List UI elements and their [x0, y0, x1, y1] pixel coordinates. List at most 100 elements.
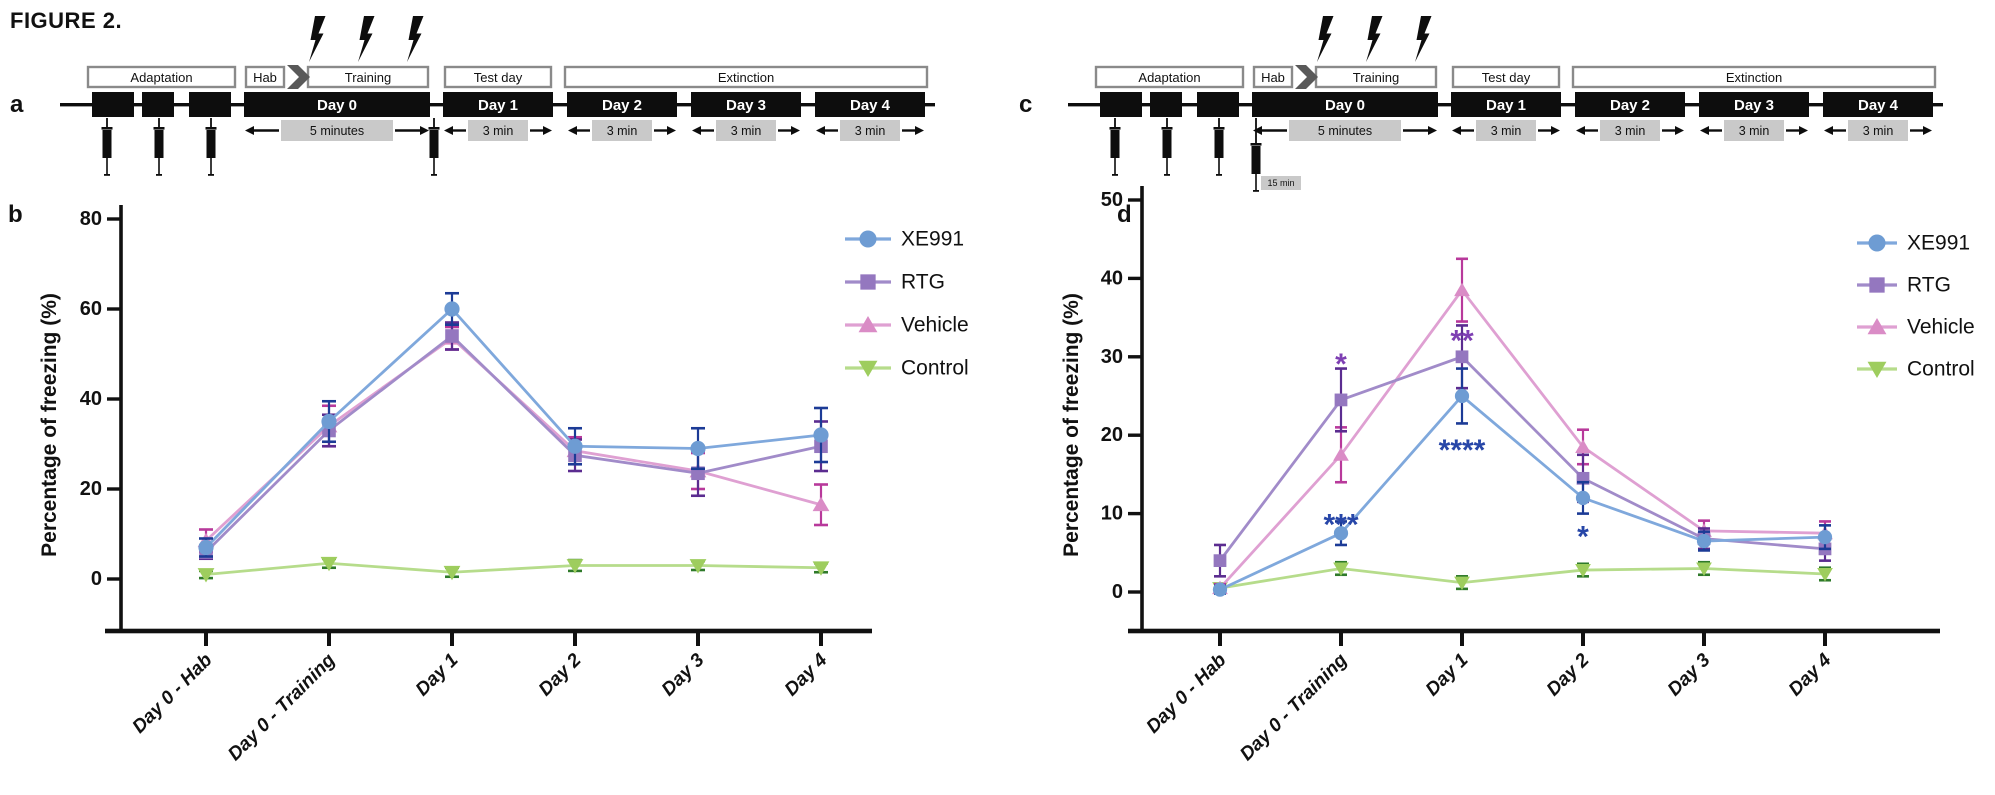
day-bar	[1451, 92, 1561, 117]
phase-test-day-box	[1451, 65, 1561, 89]
data-point-control	[1454, 576, 1470, 591]
lightning-bolt-icon	[358, 16, 375, 62]
syringe-body	[1214, 130, 1224, 158]
data-point-xe991	[198, 539, 214, 556]
legend-label: Control	[901, 357, 969, 380]
data-point-xe991	[1817, 529, 1833, 545]
syringe-body	[429, 130, 439, 158]
legend-item-control: Control	[845, 357, 969, 380]
day-bar	[443, 92, 553, 117]
y-tick	[1128, 433, 1142, 437]
significance-stars: **	[1450, 324, 1474, 357]
data-point-rtg	[445, 329, 459, 343]
day-bar	[1252, 92, 1438, 117]
phase-adaptation-label: Adaptation	[130, 70, 192, 85]
data-point-vehicle	[1333, 447, 1349, 461]
arrowhead-right	[1923, 126, 1932, 135]
data-point-xe991	[690, 440, 706, 457]
panel-letter-d: d	[1117, 201, 1132, 228]
x-tick-label: Day 3	[1664, 649, 1715, 700]
series-line	[1219, 394, 1826, 591]
adaptation-block	[1100, 92, 1142, 117]
legend-item-control: Control	[1857, 358, 1975, 381]
data-point-xe991	[1454, 388, 1470, 404]
arrowhead-left	[1576, 126, 1585, 135]
day-bar	[1823, 92, 1933, 117]
data-point-control	[197, 568, 215, 583]
x-tick-label: Day 0 - Training	[224, 649, 340, 765]
arrowhead-left	[1700, 126, 1709, 135]
day-bar-label: Day 0	[1325, 97, 1365, 114]
series-vehicle	[197, 325, 830, 554]
legend-item-vehicle: Vehicle	[845, 314, 969, 337]
x-tick-label: Day 3	[658, 649, 709, 700]
duration-box	[281, 120, 393, 141]
day-bar	[1699, 92, 1809, 117]
phase-test-day-box	[443, 65, 553, 89]
legend-marker	[859, 230, 877, 248]
phase-hab-label: Hab	[253, 70, 277, 85]
legend-label: Control	[1907, 358, 1975, 381]
duration-box	[1289, 120, 1401, 141]
lightning-bolt-icon	[1415, 16, 1432, 62]
day-bar-label: Day 3	[1734, 97, 1774, 114]
syringe-body	[206, 130, 216, 158]
x-tick	[1218, 633, 1222, 646]
data-point-control	[566, 559, 584, 574]
syringe-plunger	[1255, 118, 1257, 143]
day-bar-label: Day 1	[1486, 97, 1526, 114]
legend-b: XE991 RTG Vehicle Control	[845, 228, 969, 380]
y-axis-line	[119, 205, 123, 631]
phase-hab-box	[1252, 65, 1294, 89]
phase-adaptation-box	[1094, 65, 1245, 89]
duration-label: 3 min	[731, 124, 762, 138]
phase-hab-label: Hab	[1261, 70, 1285, 85]
x-tick-label: Day 0 - Training	[1236, 649, 1352, 765]
data-point-xe991	[1575, 490, 1591, 506]
series-line	[1218, 287, 1826, 590]
duration-label: 3 min	[1491, 124, 1522, 138]
data-point-xe991	[444, 301, 460, 317]
duration-label: 5 minutes	[1318, 124, 1372, 138]
x-tick-label: Day 1	[412, 650, 463, 701]
syringe-tip	[1216, 174, 1222, 176]
data-point-xe991	[1333, 526, 1349, 541]
panel-letter-b: b	[8, 201, 23, 228]
arrowhead-right	[915, 126, 924, 135]
duration-box	[1600, 120, 1660, 141]
x-tick	[1339, 633, 1343, 646]
data-point-control	[443, 565, 461, 581]
data-point-control	[812, 561, 830, 576]
duration-label: 3 min	[855, 124, 886, 138]
series-control	[197, 556, 830, 583]
duration-label: 3 min	[483, 124, 514, 138]
panel-letter-c: c	[1019, 91, 1032, 118]
legend-marker	[1867, 361, 1887, 378]
significance-stars: ****	[1439, 434, 1486, 467]
arrowhead-left	[1452, 126, 1461, 135]
syringe-plunger	[1166, 118, 1168, 127]
syringe-body	[1110, 130, 1120, 158]
phase-training-label: Training	[1353, 70, 1399, 85]
lightning-bolt-icon	[1317, 16, 1334, 62]
y-tick-label: 0	[1112, 581, 1123, 603]
injection-delay-label: 15 min	[1267, 178, 1294, 188]
syringe-needle	[1114, 158, 1116, 174]
data-point-xe991	[567, 438, 583, 454]
arrowhead-right	[1675, 126, 1684, 135]
syringe-tip	[208, 174, 214, 176]
significance-stars: *	[1577, 520, 1589, 553]
chevron-arrow-icon	[287, 65, 310, 89]
syringe-tip	[1253, 190, 1259, 192]
series-xe991	[198, 291, 829, 558]
legend-marker	[860, 274, 876, 290]
day-bar-label: Day 2	[602, 97, 642, 114]
duration-box	[1476, 120, 1536, 141]
x-tick	[696, 633, 700, 646]
data-point-control	[1817, 567, 1833, 582]
arrowhead-left	[1824, 126, 1833, 135]
syringe-needle	[1255, 174, 1257, 190]
y-tick	[107, 397, 121, 401]
syringe-plunger	[106, 118, 108, 127]
y-tick	[107, 307, 121, 311]
